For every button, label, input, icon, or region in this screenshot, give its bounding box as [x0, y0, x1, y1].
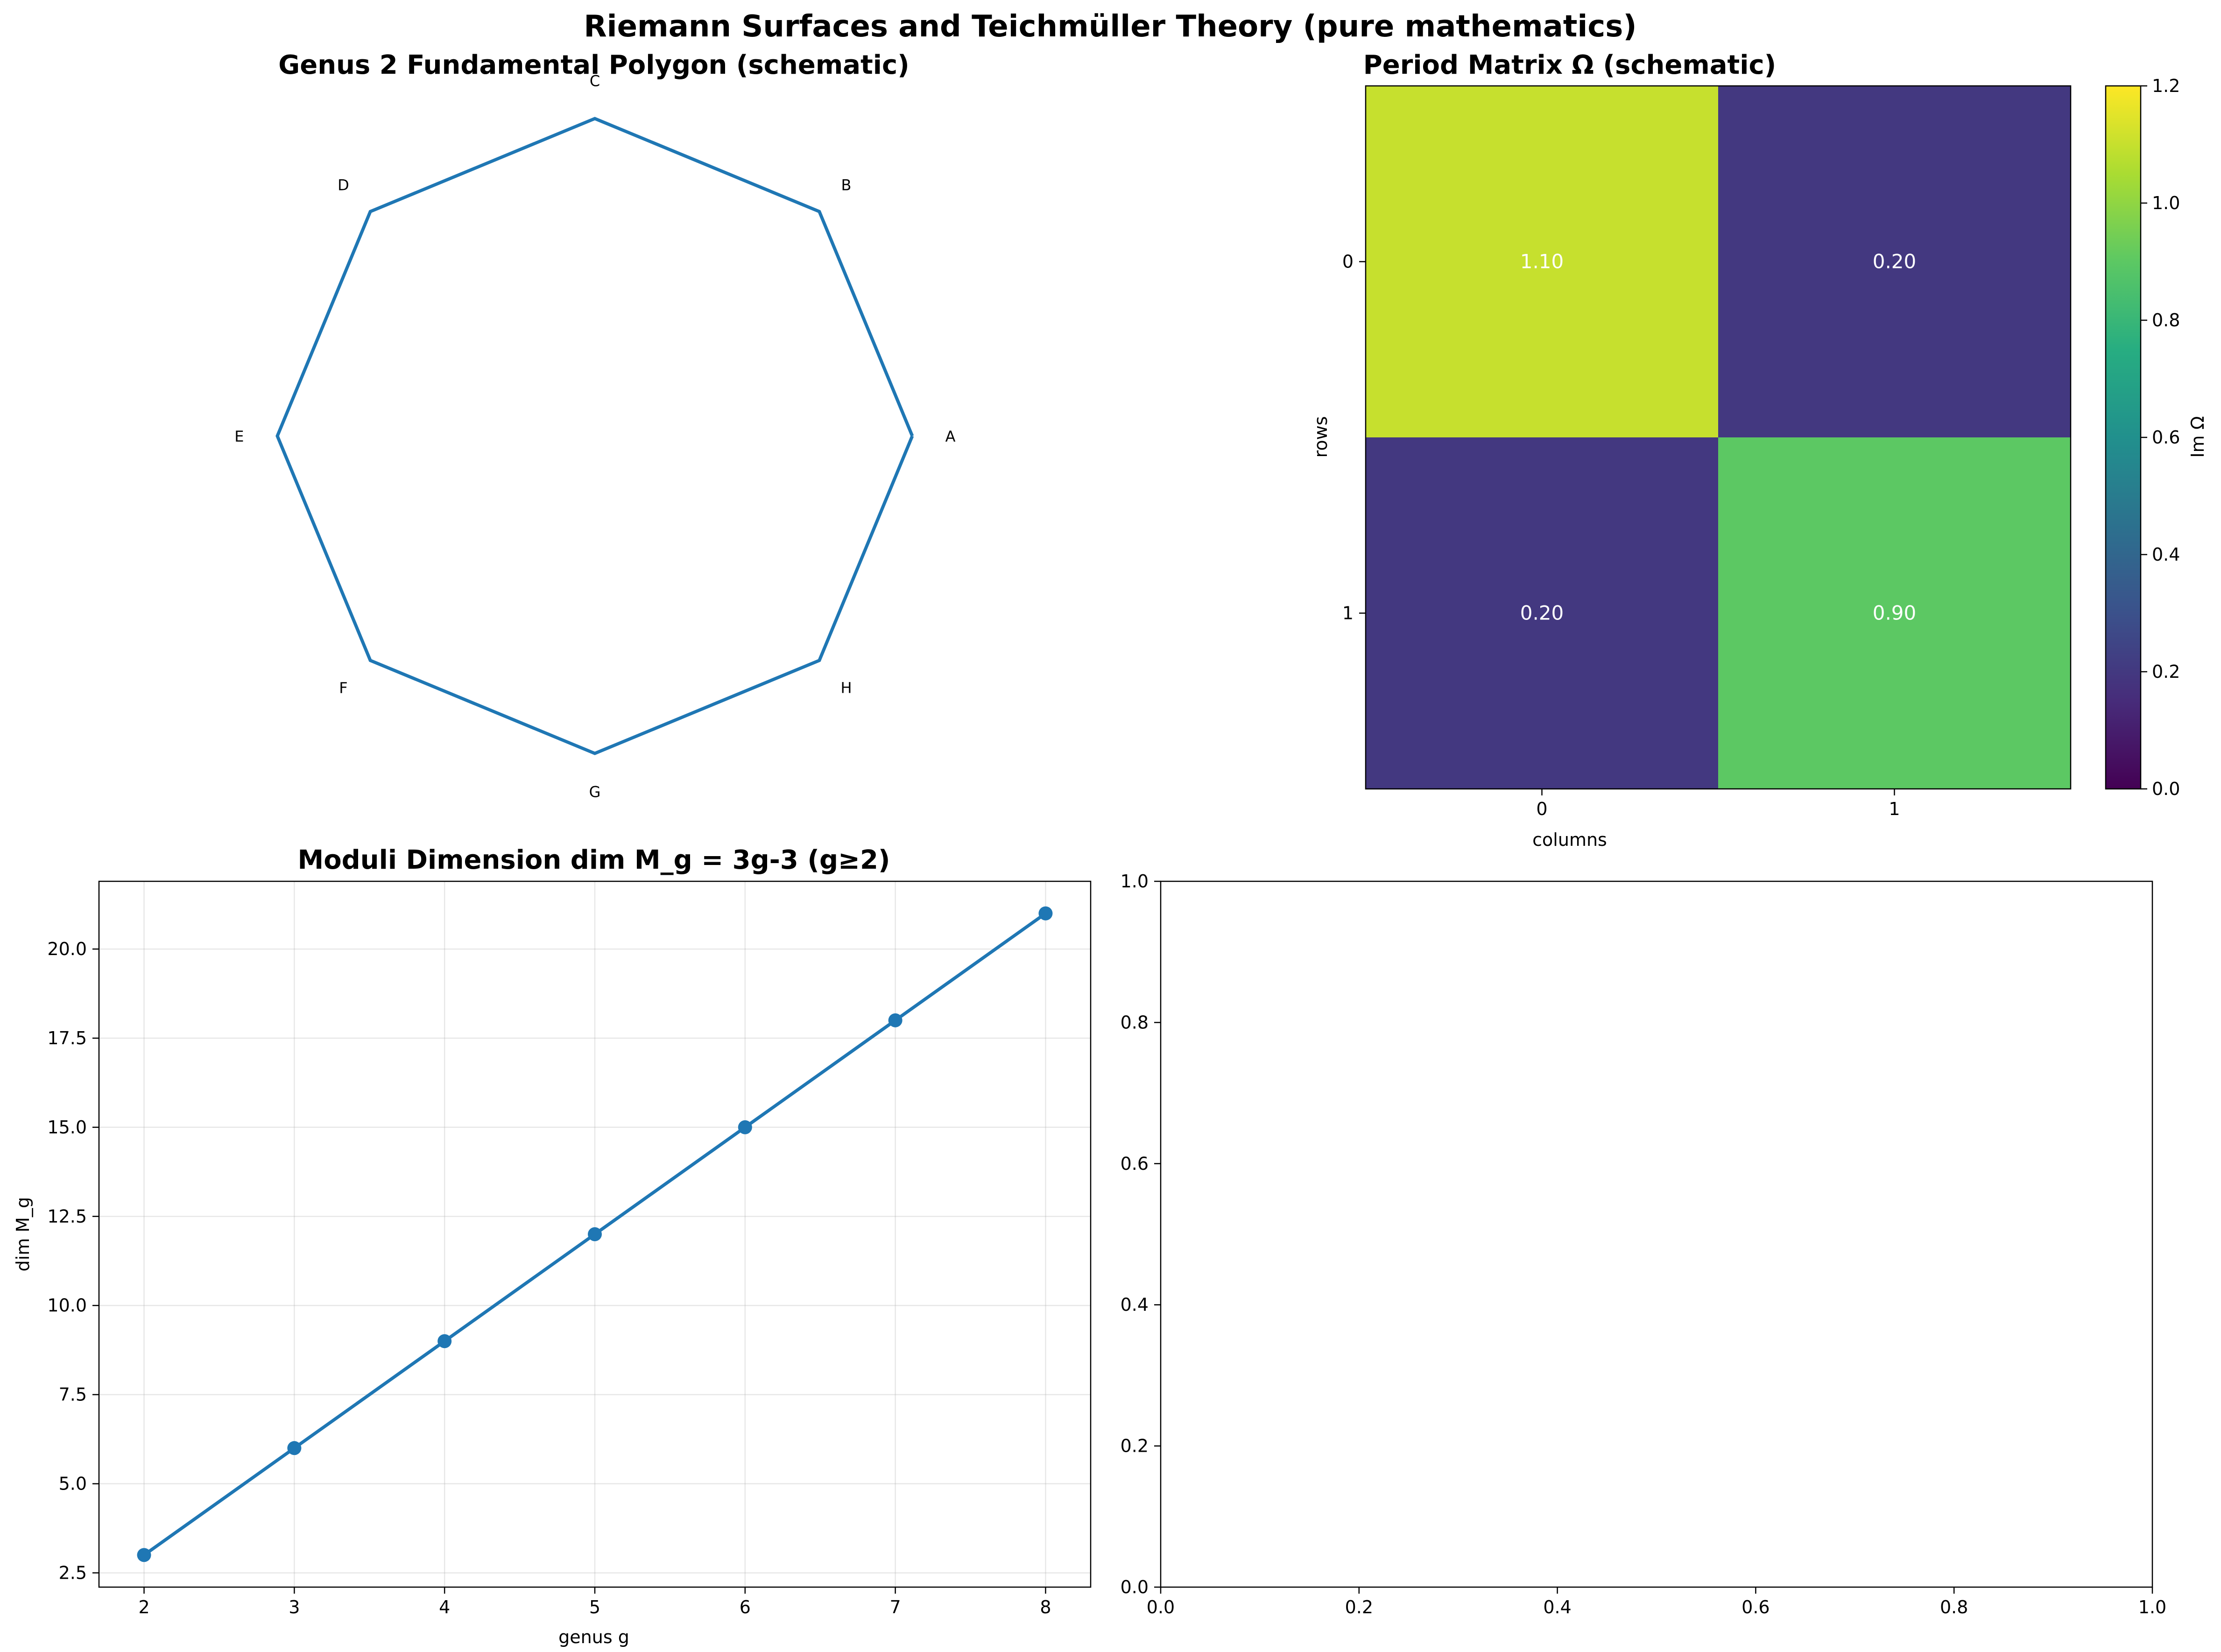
empty-x-tick-label-1: 0.2: [1345, 1597, 1373, 1617]
colorbar-tick-label-4: 0.8: [2152, 310, 2180, 330]
heatmap-frame: [1365, 85, 2072, 790]
vertex-label-e: E: [234, 428, 244, 445]
heatmap-x-tick-label-0: 0: [1536, 799, 1547, 819]
empty-panel-frame: [1160, 880, 2153, 1588]
heatmap-y-axis-label: rows: [1311, 416, 1331, 458]
vertex-label-c: C: [590, 72, 600, 90]
heatmap-cell-1-1: [1718, 437, 2071, 789]
heatmap-cell-1-0: [1366, 437, 1718, 789]
moduli-title: Moduli Dimension dim M_g = 3g-3 (g≥2): [297, 845, 890, 875]
colorbar-tick-label-5: 1.0: [2152, 193, 2180, 213]
vertex-label-d: D: [338, 176, 349, 194]
moduli-x-tick-label-3: 5: [589, 1597, 600, 1617]
empty-y-tick-label-5: 1.0: [1121, 871, 1149, 892]
moduli-x-tick-label-1: 3: [289, 1597, 300, 1617]
vertex-label-g: G: [589, 783, 601, 801]
colorbar-tick-label-2: 0.4: [2152, 544, 2180, 565]
heatmap-marks: 1.10 0.20 0.20 0.90 0 1 0 1: [1342, 85, 2072, 819]
empty-x-tick-label-2: 0.4: [1543, 1597, 1571, 1617]
figure-title: Riemann Surfaces and Teichmüller Theory …: [584, 9, 1636, 44]
colorbar: 0.0 0.2 0.4 0.6 0.8 1.0 1.2: [2105, 76, 2180, 799]
heatmap-cell-value-0-0: 1.10: [1520, 250, 1564, 273]
empty-panel-marks: 0.0 0.2 0.4 0.6 0.8 1.0 0.0 0.2 0.4 0.6 0.8 1.0: [1121, 871, 2167, 1617]
heatmap-cell-value-1-1: 0.90: [1873, 602, 1917, 625]
heatmap-panel: Period Matrix Ω (schematic) 1.10 0.200.20…: [1311, 50, 2208, 850]
colorbar-tick-label-3: 0.6: [2152, 427, 2180, 448]
heatmap-cell-value-1-0: 0.20: [1520, 602, 1564, 625]
moduli-x-tick-label-0: 2: [138, 1597, 149, 1617]
moduli-y-tick-label-3: 10.0: [47, 1295, 87, 1316]
moduli-data-point-1: [287, 1441, 302, 1455]
moduli-y-tick-label-2: 7.5: [59, 1385, 87, 1405]
heatmap-x-axis-label: columns: [1532, 830, 1607, 850]
moduli-data-point-0: [137, 1548, 151, 1562]
colorbar-tick-label-6: 1.2: [2152, 76, 2180, 96]
moduli-y-tick-label-6: 17.5: [47, 1028, 87, 1048]
moduli-y-axis-label: dim M_g: [13, 1197, 33, 1272]
moduli-data-point-5: [888, 1013, 903, 1027]
polygon-panel: Genus 2 Fundamental Polygon (schematic) …: [234, 50, 955, 801]
empty-x-tick-label-0: 0.0: [1147, 1597, 1175, 1617]
empty-y-tick-label-0: 0.0: [1121, 1577, 1149, 1597]
heatmap-y-tick-label-0: 0: [1342, 252, 1354, 272]
polygon-marks: A B C D E F G H: [234, 72, 955, 801]
empty-y-tick-label-4: 0.8: [1121, 1012, 1149, 1033]
moduli-data-point-4: [738, 1120, 752, 1134]
moduli-data-point-2: [437, 1334, 452, 1349]
vertex-label-b: B: [841, 176, 852, 194]
moduli-dimension-panel: Moduli Dimension dim M_g = 3g-3 (g≥2) 2 3…: [13, 845, 1092, 1647]
moduli-data-point-6: [1038, 906, 1053, 921]
moduli-data-point-3: [588, 1227, 602, 1241]
moduli-x-tick-label-4: 6: [740, 1597, 751, 1617]
moduli-y-tick-label-0: 2.5: [59, 1562, 87, 1583]
heatmap-cell-value-0-1: 0.20: [1873, 250, 1917, 273]
moduli-y-tick-label-4: 12.5: [47, 1206, 87, 1227]
moduli-x-tick-label-5: 7: [890, 1597, 901, 1617]
heatmap-x-tick-label-1: 1: [1889, 799, 1900, 819]
colorbar-label: Im Ω: [2187, 416, 2208, 457]
moduli-y-tick-label-1: 5.0: [59, 1474, 87, 1494]
moduli-y-tick-label-5: 15.0: [47, 1117, 87, 1138]
colorbar-bar: [2105, 85, 2142, 790]
vertex-label-f: F: [339, 679, 347, 697]
polygon-title: Genus 2 Fundamental Polygon (schematic): [278, 50, 910, 80]
moduli-x-tick-label-2: 4: [439, 1597, 450, 1617]
colorbar-tick-label-1: 0.2: [2152, 661, 2180, 682]
vertex-label-h: H: [840, 679, 852, 697]
empty-y-tick-label-1: 0.2: [1121, 1436, 1149, 1456]
empty-y-tick-label-3: 0.6: [1121, 1153, 1149, 1174]
moduli-x-axis-label: genus g: [558, 1627, 629, 1647]
empty-x-tick-label-5: 1.0: [2138, 1597, 2166, 1617]
polygon-outline: [275, 117, 914, 755]
heatmap-title: Period Matrix Ω (schematic): [1363, 50, 1777, 80]
empty-panel: 0.0 0.2 0.4 0.6 0.8 1.0 0.0 0.2 0.4 0.6 0.8 1.0: [1121, 871, 2167, 1617]
colorbar-tick-label-0: 0.0: [2152, 779, 2180, 799]
heatmap-cell-0-0: [1366, 86, 1718, 437]
empty-x-tick-label-3: 0.6: [1742, 1597, 1770, 1617]
moduli-y-tick-label-7: 20.0: [47, 939, 87, 959]
empty-y-tick-label-2: 0.4: [1121, 1294, 1149, 1315]
moduli-marks: 2 3 4 5 6 7 8 2.5 5.0 7.5 10.0 12.5 15.0 17.5 20.0: [47, 880, 1092, 1617]
vertex-label-a: A: [945, 428, 956, 445]
heatmap-y-tick-label-1: 1: [1342, 603, 1354, 624]
empty-x-tick-label-4: 0.8: [1940, 1597, 1968, 1617]
moduli-x-tick-label-6: 8: [1040, 1597, 1051, 1617]
heatmap-cell-0-1: [1718, 86, 2071, 437]
